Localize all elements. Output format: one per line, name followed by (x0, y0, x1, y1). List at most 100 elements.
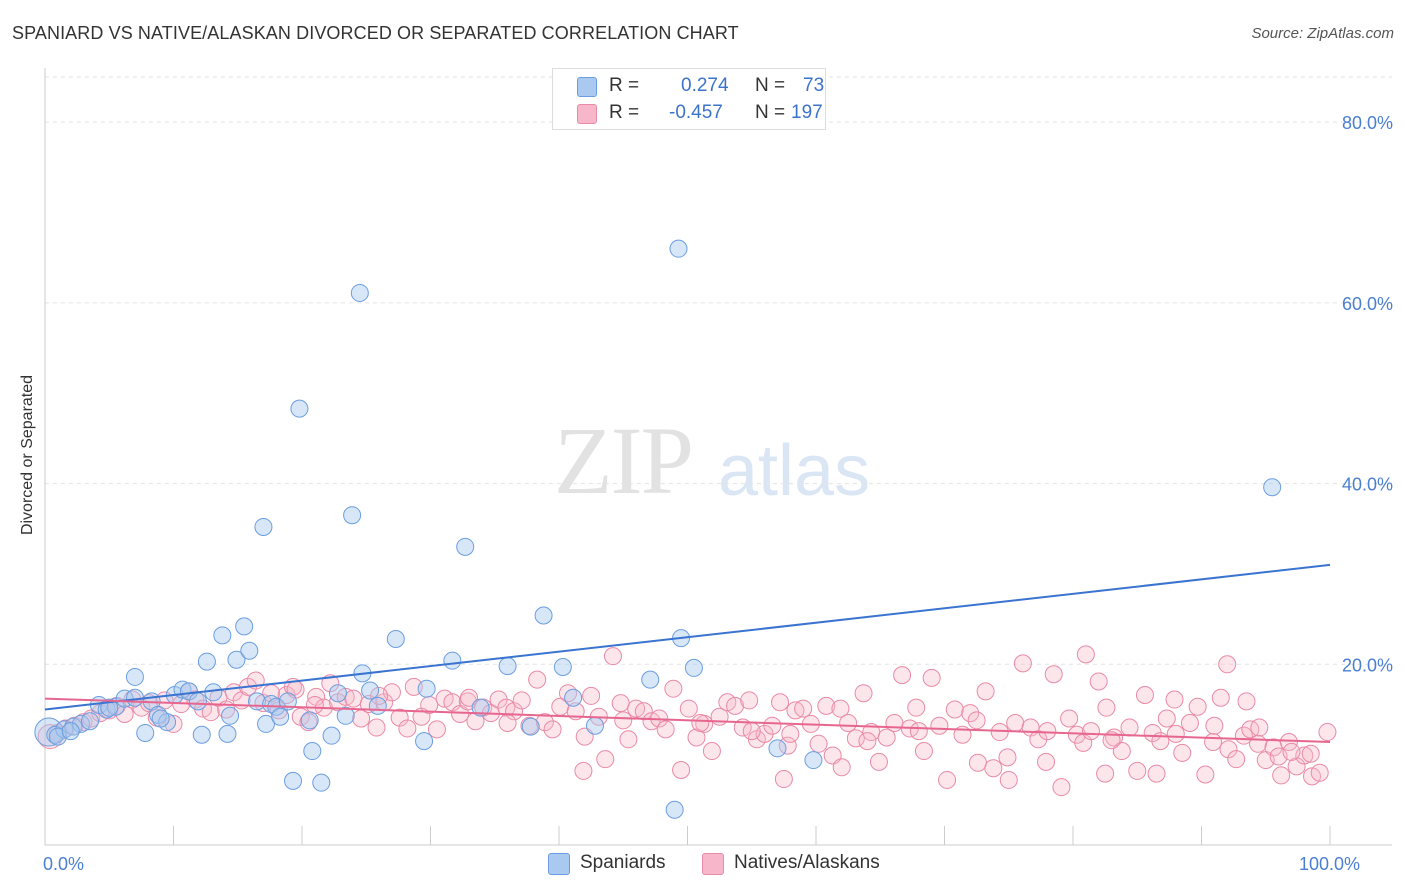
spaniard-point (553, 658, 572, 677)
spaniard-point (350, 283, 369, 302)
spaniard-point (257, 714, 276, 733)
native-point (367, 718, 386, 737)
spaniard-point (227, 650, 246, 669)
native-point (967, 711, 986, 730)
native-point (664, 679, 683, 698)
spaniard-point (125, 667, 144, 686)
x-tick-label: 0.0% (43, 854, 84, 874)
native-point (1037, 752, 1056, 771)
spaniard-point (368, 696, 387, 715)
native-point (1219, 740, 1238, 759)
native-point (1318, 723, 1337, 742)
native-point (742, 722, 761, 741)
spaniard-point (213, 626, 232, 645)
spaniard-point (641, 670, 660, 689)
spaniard-point (534, 606, 553, 625)
native-point (398, 719, 417, 738)
native-point (832, 758, 851, 777)
bottom-legend-label: Spaniards (580, 852, 666, 873)
native-point (1249, 734, 1268, 753)
spaniard-point (456, 537, 475, 556)
native-point (774, 770, 793, 789)
spaniard-point (471, 698, 490, 717)
native-point (877, 728, 896, 747)
legend-swatch-spaniards (577, 77, 597, 97)
native-point (846, 729, 865, 748)
spaniard-point (303, 742, 322, 761)
native-point (998, 748, 1017, 767)
native-point (672, 761, 691, 780)
native-point (1272, 766, 1291, 785)
spaniard-point (804, 751, 823, 770)
native-point (1250, 718, 1269, 737)
native-point (740, 691, 759, 710)
spaniard-point (80, 712, 99, 731)
native-point (893, 666, 912, 685)
native-point (809, 734, 828, 753)
legend-n-value: 73 (803, 75, 825, 96)
spaniard-point (684, 658, 703, 677)
native-point (1188, 697, 1207, 716)
spaniard-point (564, 688, 583, 707)
native-point (1165, 690, 1184, 709)
native-point (512, 691, 531, 710)
native-point (945, 700, 964, 719)
native-point (961, 704, 980, 723)
native-point (1038, 722, 1057, 741)
native-point (858, 732, 877, 751)
spaniard-point (417, 679, 436, 698)
spaniard-point (235, 617, 254, 636)
spaniard-point (271, 707, 290, 726)
native-point (794, 699, 813, 718)
native-point (1006, 714, 1025, 733)
spaniard-point (665, 800, 684, 819)
native-point (1282, 742, 1301, 761)
spaniard-point (498, 657, 517, 676)
native-point (1205, 716, 1224, 735)
native-point (691, 714, 710, 733)
native-point (614, 711, 633, 730)
native-point (778, 736, 797, 755)
bottom-legend-label: Natives/Alaskans (734, 852, 880, 873)
spaniard-point (585, 716, 604, 735)
native-point (687, 728, 706, 747)
native-point (1310, 763, 1329, 782)
legend-n-label: N = (755, 75, 786, 96)
spaniard-point (343, 506, 362, 525)
source-label: Source: ZipAtlas.com (1251, 25, 1394, 42)
native-trend-line (44, 697, 1331, 743)
native-point (1180, 714, 1199, 733)
spaniard-point (221, 706, 240, 725)
native-point (115, 704, 134, 723)
native-point (1147, 764, 1166, 783)
native-point (968, 753, 987, 772)
native-point (528, 670, 547, 689)
native-point (679, 699, 698, 718)
spaniard-point (61, 722, 80, 741)
watermark-zip: ZIP (554, 407, 694, 514)
native-point (726, 696, 745, 715)
bottom-legend-swatch-natives (702, 853, 724, 875)
native-point (1241, 720, 1260, 739)
native-point (984, 759, 1003, 778)
native-point (922, 668, 941, 687)
native-point (596, 750, 615, 769)
native-point (909, 722, 928, 741)
native-point (498, 714, 517, 733)
spaniard-point (386, 629, 405, 648)
native-point (1060, 709, 1079, 728)
native-point (1089, 672, 1108, 691)
spaniard-point (336, 706, 355, 725)
native-point (603, 647, 622, 666)
y-tick-label: 40.0% (1342, 475, 1393, 495)
spaniard-point (300, 711, 319, 730)
watermark-atlas: atlas (718, 431, 871, 511)
native-point (938, 770, 957, 789)
native-point (854, 684, 873, 703)
native-point (1204, 732, 1223, 751)
native-point (1157, 709, 1176, 728)
trend-lines (44, 563, 1331, 743)
axes (44, 68, 1392, 846)
spaniard-point (669, 239, 688, 258)
